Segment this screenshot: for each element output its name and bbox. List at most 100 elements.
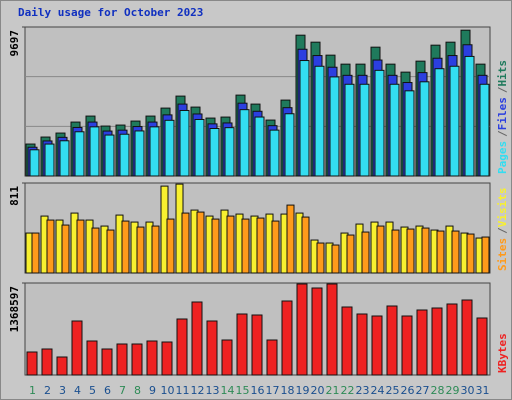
x-tick-label: 4 <box>74 384 81 397</box>
x-tick-label: 5 <box>89 384 96 397</box>
y-tick-label: 811 <box>8 186 21 206</box>
bar <box>161 341 173 376</box>
x-tick-label: 6 <box>104 384 111 397</box>
bar <box>119 133 130 177</box>
x-tick-label: 12 <box>191 384 205 397</box>
legend: Sites /Visits <box>496 188 509 272</box>
legend-separator: / <box>496 86 509 93</box>
bar <box>104 134 115 177</box>
bar <box>74 131 85 177</box>
bar <box>211 218 220 274</box>
bar <box>26 351 38 376</box>
bar <box>191 301 203 376</box>
bar <box>76 219 85 274</box>
y-tick-label: 9697 <box>8 30 21 57</box>
bar <box>301 216 310 274</box>
x-tick-label: 16 <box>251 384 265 397</box>
bar <box>431 307 443 376</box>
x-tick-label: 25 <box>386 384 400 397</box>
bar <box>46 219 55 274</box>
bar <box>134 130 145 177</box>
x-tick-label: 17 <box>266 384 280 397</box>
bar <box>179 109 190 177</box>
x-tick-label: 18 <box>281 384 295 397</box>
bar <box>281 300 293 376</box>
legend-entry: Visits <box>496 188 509 228</box>
bar <box>296 283 308 376</box>
bar <box>386 305 398 376</box>
x-tick-label: 21 <box>326 384 340 397</box>
legend: KBytes <box>496 333 509 373</box>
bar <box>209 128 220 177</box>
bar <box>71 320 83 376</box>
bar <box>361 231 370 274</box>
bar <box>206 320 218 376</box>
x-tick-label: 29 <box>446 384 460 397</box>
bar <box>391 229 400 274</box>
legend-entry: Hits <box>496 60 509 87</box>
bar <box>176 318 188 376</box>
bar <box>476 317 488 376</box>
x-tick-label: 22 <box>341 384 355 397</box>
x-tick-label: 20 <box>311 384 325 397</box>
x-tick-label: 28 <box>431 384 445 397</box>
bar <box>406 228 415 274</box>
bar <box>136 226 145 274</box>
bar <box>404 90 415 177</box>
x-tick-label: 27 <box>416 384 430 397</box>
bar <box>44 143 55 177</box>
bar <box>241 218 250 274</box>
bar <box>461 299 473 376</box>
bar <box>131 343 143 376</box>
bar <box>106 229 115 274</box>
bar <box>481 236 490 274</box>
bar <box>376 225 385 274</box>
bar <box>434 68 445 177</box>
legend-entry: KBytes <box>496 333 509 373</box>
bar <box>419 81 430 177</box>
bar <box>316 242 325 274</box>
bar <box>331 244 340 274</box>
legend-separator: / <box>496 227 509 234</box>
bar <box>389 83 400 177</box>
bar <box>29 149 40 177</box>
bar <box>266 339 278 376</box>
bar <box>356 313 368 376</box>
x-tick-label: 31 <box>476 384 490 397</box>
bar <box>221 339 233 376</box>
bar <box>251 314 263 376</box>
x-tick-label: 19 <box>296 384 310 397</box>
legend: Pages/Files/Hits <box>496 60 509 174</box>
bar <box>256 217 265 274</box>
bar <box>359 83 370 177</box>
bar <box>254 116 265 177</box>
x-tick-label: 10 <box>161 384 175 397</box>
legend-entry: Files <box>496 97 509 130</box>
bar <box>41 348 53 376</box>
x-tick-label: 9 <box>149 384 156 397</box>
y-tick-label: 1368597 <box>8 286 21 332</box>
legend-separator: / <box>496 130 509 137</box>
bar <box>311 287 323 376</box>
bar <box>286 204 295 274</box>
bar <box>464 55 475 177</box>
bar <box>86 340 98 376</box>
bar <box>374 69 385 177</box>
x-tick-label: 15 <box>236 384 250 397</box>
bar <box>346 234 355 274</box>
x-tick-label: 2 <box>44 384 51 397</box>
bar <box>314 65 325 177</box>
bar <box>196 211 205 274</box>
bar <box>226 215 235 274</box>
bar <box>239 109 250 177</box>
x-tick-label: 24 <box>371 384 385 397</box>
bar <box>326 283 338 376</box>
chart-title: Daily usage for October 2023 <box>18 6 203 19</box>
bar <box>89 126 100 177</box>
legend-entry: Sites <box>496 238 509 271</box>
x-tick-label: 30 <box>461 384 475 397</box>
x-tick-label: 13 <box>206 384 220 397</box>
bar <box>371 315 383 376</box>
x-tick-label: 7 <box>119 384 126 397</box>
